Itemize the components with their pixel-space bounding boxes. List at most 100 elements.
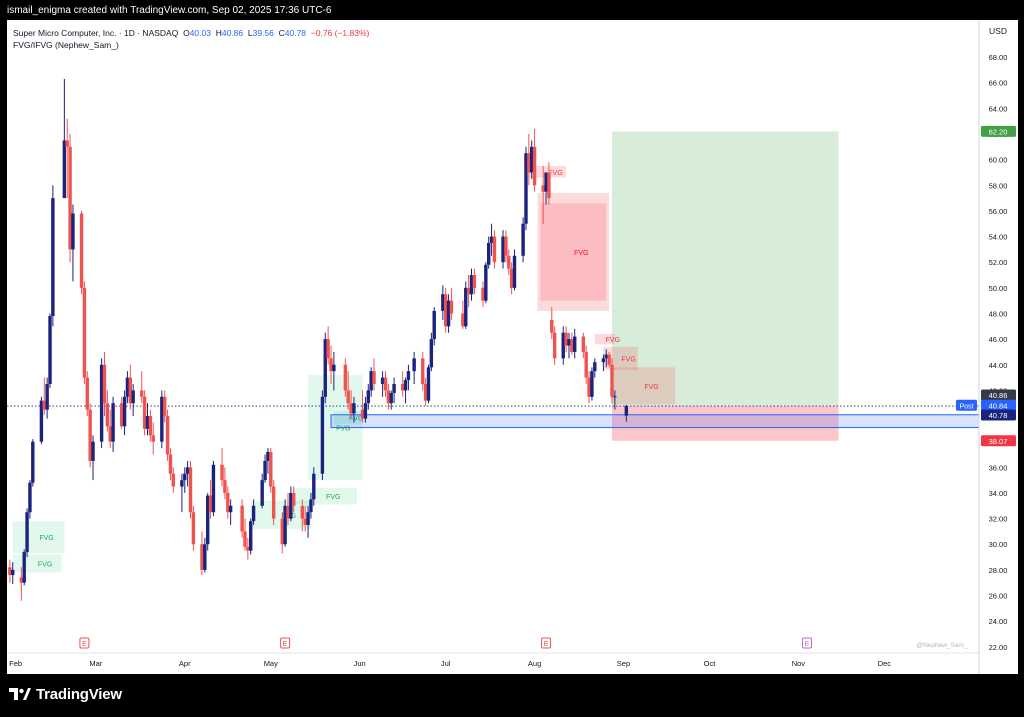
candle-body — [550, 319, 554, 333]
price-label-stop — [981, 435, 1016, 447]
x-tick-label: Jul — [441, 659, 451, 668]
candle-body — [372, 371, 376, 384]
candle-body — [346, 390, 350, 404]
chart-frame[interactable]: FVGFVGFVGFVGFVGFVGFVGFVGFVGFVGFVGFVGUSD2… — [7, 20, 1018, 674]
fvg-zone-bear — [594, 333, 615, 345]
earnings-marker — [801, 637, 812, 649]
candle-body — [111, 403, 115, 442]
candle-body — [504, 236, 508, 256]
y-tick-label: 54.00 — [989, 233, 1008, 242]
candle-body — [312, 473, 316, 500]
candle-body — [343, 364, 348, 391]
candle-body — [604, 354, 608, 359]
legend-row-symbol: Super Micro Computer, Inc. · 1D · NASDAQ… — [13, 27, 369, 39]
candle-body — [326, 339, 330, 359]
candle-body — [486, 242, 491, 265]
candle-body — [188, 467, 193, 513]
price-label-text: 38.07 — [989, 437, 1008, 446]
candle-body — [423, 383, 428, 401]
candle-body — [246, 546, 250, 551]
price-label-post — [981, 399, 1016, 411]
bottom-bar: TradingView — [0, 674, 1024, 717]
candle-body — [461, 313, 465, 327]
candle-body — [561, 332, 565, 359]
candle-body — [25, 512, 29, 552]
y-tick-label: 30.00 — [989, 540, 1008, 549]
x-tick-label: Dec — [878, 659, 892, 668]
candle-body — [306, 512, 310, 526]
legend-l-label: L — [247, 28, 253, 38]
candle-body — [552, 332, 557, 359]
y-tick-label: 32.00 — [989, 515, 1008, 524]
candle-body — [180, 480, 184, 487]
candle-body — [323, 339, 327, 397]
price-label-text: 40.78 — [989, 411, 1008, 420]
candle-body — [489, 236, 494, 243]
candle-body — [183, 473, 187, 481]
candle-body — [283, 505, 287, 545]
candle-body — [145, 416, 150, 429]
candle-body — [573, 336, 577, 352]
candlestick-chart[interactable]: FVGFVGFVGFVGFVGFVGFVGFVGFVGFVGFVGFVGUSD2… — [7, 20, 1018, 674]
y-tick-label: 28.00 — [989, 566, 1008, 575]
fvg-label: FVG — [548, 170, 562, 177]
legend-close: 40.78 — [284, 28, 307, 38]
x-tick-label: Aug — [528, 659, 541, 668]
fvg-zone-bull — [333, 410, 363, 424]
candle-body — [426, 367, 431, 401]
candle-body — [8, 567, 12, 576]
y-tick-label: 46.00 — [989, 335, 1008, 344]
candle-body — [541, 185, 545, 192]
candle-body — [421, 358, 425, 384]
candle-body — [11, 569, 15, 576]
candle-body — [125, 377, 130, 397]
candle-body — [512, 255, 517, 288]
y-tick-label: 36.00 — [989, 463, 1008, 472]
tradingview-logo-text: TradingView — [36, 686, 122, 703]
candle-body — [128, 377, 132, 404]
earnings-marker — [79, 637, 90, 649]
candle-body — [280, 518, 284, 545]
legend-symbol[interactable]: Super Micro Computer, Inc. · 1D · NASDAQ — [13, 28, 179, 38]
price-label-target — [981, 125, 1016, 137]
earnings-marker-label: E — [283, 641, 288, 648]
candle-body — [28, 482, 32, 513]
y-tick-label: 56.00 — [989, 207, 1008, 216]
candle-body — [119, 403, 124, 427]
candle-body — [79, 213, 84, 288]
legend-indicator[interactable]: FVG/IFVG (Nephew_Sam_) — [13, 40, 119, 50]
candle-body — [91, 441, 95, 461]
candle-body — [352, 403, 356, 414]
price-label-text: 40.86 — [989, 391, 1008, 400]
y-tick-label: 58.00 — [989, 181, 1008, 190]
candle-body — [349, 403, 353, 414]
candle-body — [88, 409, 92, 461]
x-tick-label: Nov — [792, 659, 806, 668]
candle-body — [484, 264, 488, 301]
candle-body — [610, 364, 614, 397]
y-tick-label: 64.00 — [989, 104, 1008, 113]
position-target-zone — [611, 131, 839, 407]
candle-body — [469, 275, 474, 295]
candle-body — [99, 364, 104, 442]
candle-body — [243, 531, 247, 547]
fvg-label: FVG — [574, 250, 588, 257]
post-market-tag-text: Post — [959, 403, 973, 410]
candle-body — [71, 213, 75, 250]
candle-body — [581, 336, 586, 352]
candle-body — [464, 287, 468, 327]
candle-body — [39, 400, 44, 442]
candle-body — [521, 223, 525, 256]
candle-body — [332, 364, 336, 372]
tradingview-logo[interactable]: TradingView — [9, 686, 122, 703]
candle-body — [42, 400, 46, 410]
candle-body — [530, 146, 534, 173]
candle-body — [263, 460, 267, 481]
author-caption: ismail_enigma created with TradingView.c… — [7, 5, 332, 16]
candle-body — [472, 275, 477, 288]
candle-body — [82, 287, 87, 378]
candle-body — [547, 172, 551, 199]
candle-body — [122, 396, 127, 427]
fvg-label: FVG — [349, 415, 363, 422]
legend-open: 40.03 — [189, 28, 211, 38]
